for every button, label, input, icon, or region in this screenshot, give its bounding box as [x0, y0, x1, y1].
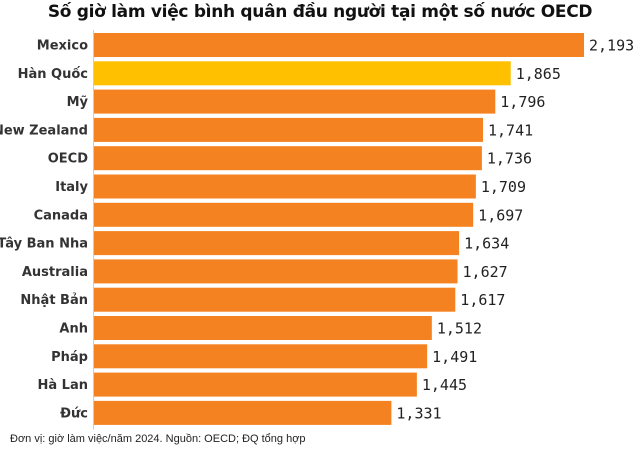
data-label: 1,796 — [500, 93, 545, 111]
category-label: Nhật Bản — [20, 293, 88, 308]
bar — [94, 287, 456, 312]
category-label: Canada — [34, 208, 88, 223]
bar — [94, 61, 511, 86]
bar — [94, 33, 584, 57]
data-label: 1,634 — [464, 235, 509, 253]
bar — [94, 344, 428, 369]
data-label: 1,865 — [516, 65, 561, 83]
data-label: 1,512 — [437, 320, 482, 338]
category-label: Australia — [22, 265, 88, 280]
data-label: 1,491 — [432, 348, 477, 366]
bar — [94, 174, 476, 199]
chart-title: Số giờ làm việc bình quân đầu người tại … — [47, 2, 593, 22]
category-label: Pháp — [51, 350, 88, 365]
bar — [94, 146, 482, 171]
category-label: Mexico — [37, 39, 88, 54]
bar — [94, 372, 417, 397]
bar — [94, 231, 460, 256]
data-label: 1,709 — [481, 178, 526, 196]
category-label: Tây Ban Nha — [0, 237, 88, 252]
data-label: 1,445 — [422, 376, 467, 394]
category-label: Hàn Quốc — [18, 67, 88, 82]
bar — [94, 400, 392, 425]
category-label: Italy — [55, 180, 88, 195]
data-label: 1,741 — [488, 121, 533, 139]
category-label: OECD — [48, 152, 88, 167]
category-label: New Zealand — [0, 123, 88, 138]
data-label: 1,617 — [460, 291, 505, 309]
data-label: 2,193 — [589, 37, 634, 55]
data-label: 1,697 — [478, 206, 523, 224]
footnote: Đơn vị: giờ làm việc/năm 2024. Nguồn: OE… — [10, 433, 306, 445]
data-label: 1,627 — [463, 263, 508, 281]
bar — [94, 259, 458, 284]
data-label: 1,331 — [396, 404, 441, 422]
bar — [94, 117, 484, 142]
category-label: Mỹ — [67, 95, 89, 110]
category-label: Đức — [60, 406, 88, 421]
bar — [94, 316, 432, 340]
bar — [94, 89, 496, 114]
category-label: Anh — [59, 322, 88, 337]
bar-chart: Mexico 2,193 Hàn Quốc 1,865 Mỹ 1,796 New Zeala… — [0, 30, 634, 430]
category-label: Hà Lan — [38, 378, 89, 393]
data-label: 1,736 — [487, 150, 532, 168]
bar — [94, 202, 474, 227]
